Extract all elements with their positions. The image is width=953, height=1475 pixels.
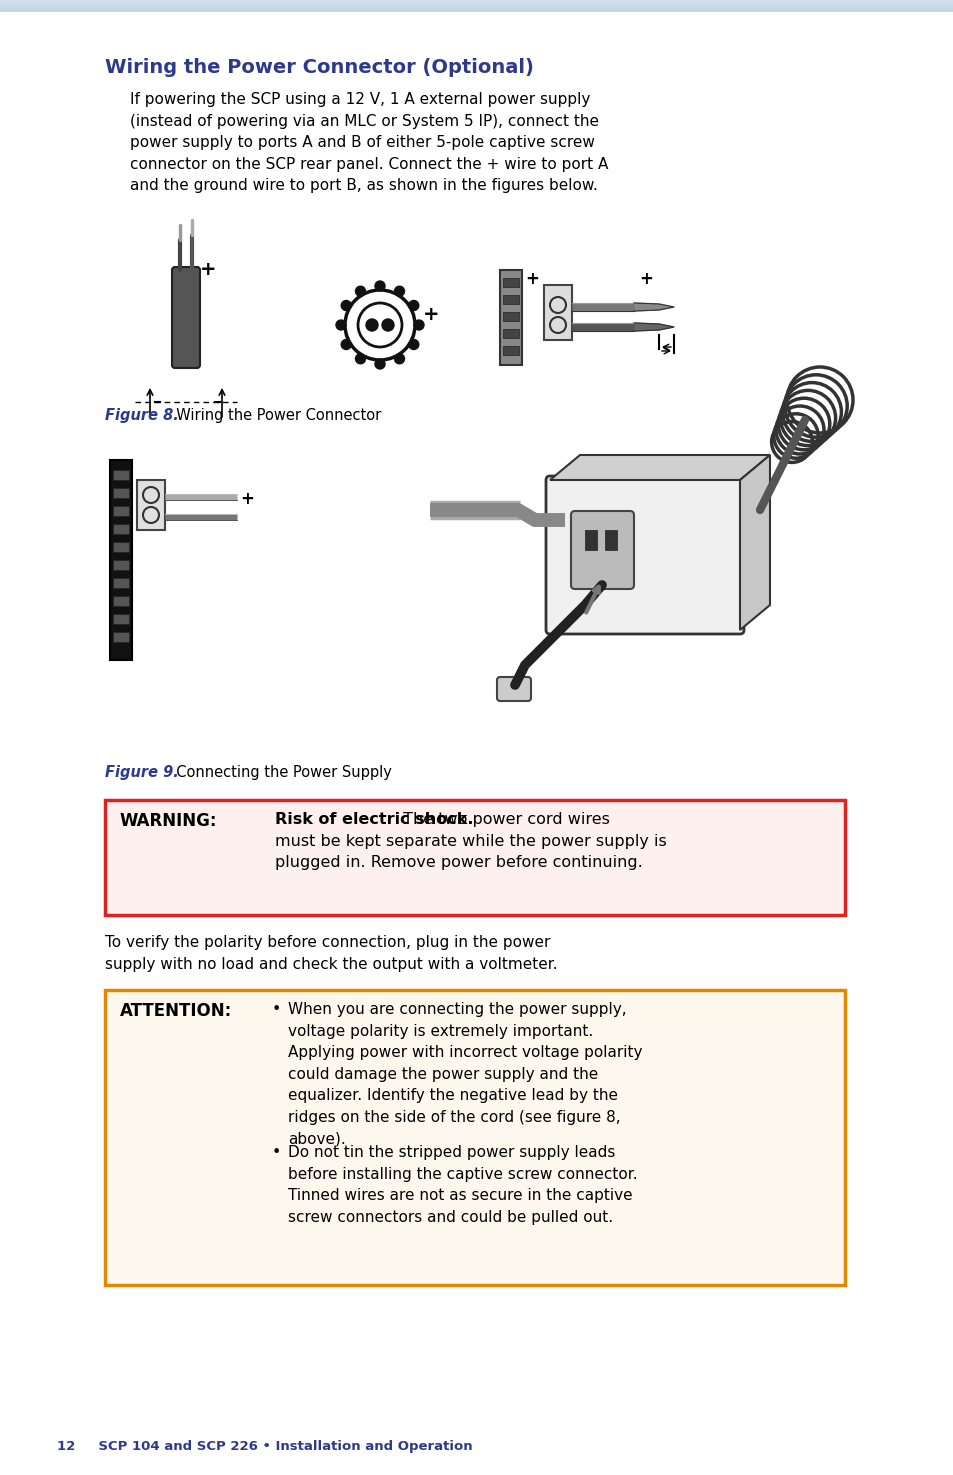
Text: Do not tin the stripped power supply leads
before installing the captive screw c: Do not tin the stripped power supply lea… bbox=[288, 1145, 637, 1224]
Bar bbox=[0, 0, 953, 12]
Text: Wiring the Power Connector (Optional): Wiring the Power Connector (Optional) bbox=[105, 58, 534, 77]
Bar bbox=[112, 596, 129, 606]
Circle shape bbox=[375, 282, 385, 291]
Text: +: + bbox=[240, 490, 253, 507]
Text: •: • bbox=[272, 1145, 281, 1159]
Text: +: + bbox=[200, 260, 216, 279]
Text: +: + bbox=[639, 270, 652, 288]
Circle shape bbox=[366, 319, 377, 330]
Circle shape bbox=[395, 286, 404, 296]
Text: To verify the polarity before connection, plug in the power
supply with no load : To verify the polarity before connection… bbox=[105, 935, 558, 972]
Text: If powering the SCP using a 12 V, 1 A external power supply
(instead of powering: If powering the SCP using a 12 V, 1 A ex… bbox=[130, 91, 608, 193]
Text: +: + bbox=[422, 305, 439, 324]
Circle shape bbox=[355, 354, 365, 364]
FancyBboxPatch shape bbox=[571, 510, 634, 589]
Text: 12     SCP 104 and SCP 226 • Installation and Operation: 12 SCP 104 and SCP 226 • Installation an… bbox=[57, 1440, 472, 1453]
Bar bbox=[112, 488, 129, 499]
Bar bbox=[112, 471, 129, 479]
FancyBboxPatch shape bbox=[545, 476, 743, 634]
Bar bbox=[110, 460, 132, 659]
Text: ATTENTION:: ATTENTION: bbox=[120, 1002, 232, 1021]
FancyBboxPatch shape bbox=[105, 990, 844, 1285]
Bar bbox=[137, 479, 165, 530]
Circle shape bbox=[414, 320, 423, 330]
Polygon shape bbox=[740, 454, 769, 630]
Bar bbox=[502, 277, 518, 288]
Text: Figure 8.: Figure 8. bbox=[105, 409, 178, 423]
Circle shape bbox=[341, 339, 351, 350]
Circle shape bbox=[355, 286, 365, 296]
Bar bbox=[502, 313, 518, 322]
Text: Connecting the Power Supply: Connecting the Power Supply bbox=[167, 766, 392, 780]
Text: +: + bbox=[524, 270, 538, 288]
Text: The two power cord wires
must be kept separate while the power supply is
plugged: The two power cord wires must be kept se… bbox=[274, 813, 666, 870]
Bar bbox=[584, 530, 597, 550]
Bar bbox=[502, 329, 518, 338]
Circle shape bbox=[335, 320, 346, 330]
Bar bbox=[543, 285, 572, 341]
Bar bbox=[112, 560, 129, 569]
FancyBboxPatch shape bbox=[172, 267, 200, 367]
Polygon shape bbox=[634, 302, 673, 311]
Text: WARNING:: WARNING: bbox=[120, 813, 217, 830]
Bar bbox=[112, 506, 129, 516]
Circle shape bbox=[408, 339, 418, 350]
Circle shape bbox=[341, 301, 351, 311]
Text: When you are connecting the power supply,
voltage polarity is extremely importan: When you are connecting the power supply… bbox=[288, 1002, 641, 1146]
Circle shape bbox=[375, 358, 385, 369]
Text: Wiring the Power Connector: Wiring the Power Connector bbox=[167, 409, 381, 423]
Circle shape bbox=[381, 319, 394, 330]
Bar bbox=[112, 614, 129, 624]
Text: Risk of electric shock.: Risk of electric shock. bbox=[274, 813, 473, 827]
Bar bbox=[502, 295, 518, 304]
Text: •: • bbox=[272, 1002, 281, 1016]
Polygon shape bbox=[550, 454, 769, 479]
Bar bbox=[502, 347, 518, 355]
Bar bbox=[499, 270, 521, 364]
Bar bbox=[112, 631, 129, 642]
Bar bbox=[112, 541, 129, 552]
Bar bbox=[604, 530, 617, 550]
Text: Figure 9.: Figure 9. bbox=[105, 766, 178, 780]
Bar bbox=[112, 524, 129, 534]
Circle shape bbox=[408, 301, 418, 311]
Bar bbox=[112, 578, 129, 589]
FancyBboxPatch shape bbox=[105, 799, 844, 914]
FancyBboxPatch shape bbox=[497, 677, 531, 701]
Circle shape bbox=[395, 354, 404, 364]
Polygon shape bbox=[634, 323, 673, 330]
